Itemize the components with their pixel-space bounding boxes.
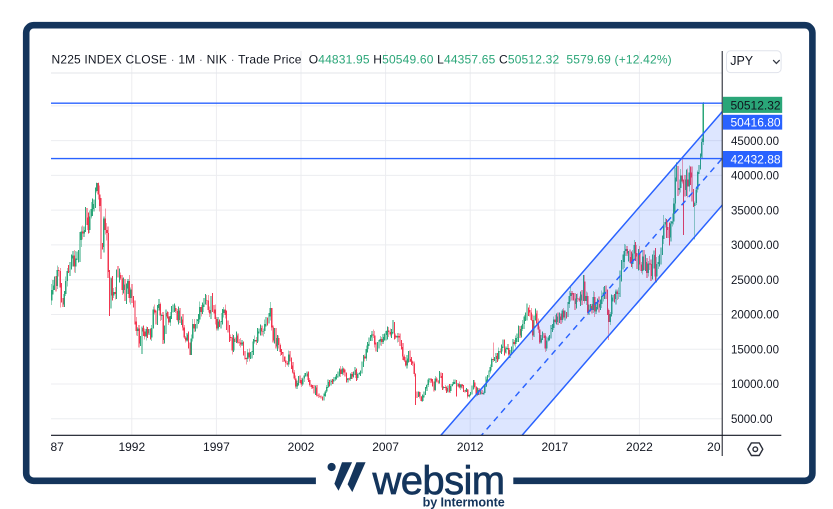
svg-text:20000.00: 20000.00	[731, 310, 779, 322]
svg-text:42432.88: 42432.88	[731, 153, 781, 167]
svg-text:N225 INDEX CLOSE · 1M · NIK ·: N225 INDEX CLOSE · 1M · NIK · Trade Pric…	[52, 52, 672, 66]
svg-text:websim: websim	[372, 459, 505, 503]
svg-text:40000.00: 40000.00	[731, 171, 779, 183]
svg-text:15000.00: 15000.00	[731, 344, 779, 356]
svg-text:2017: 2017	[541, 440, 568, 454]
svg-text:1997: 1997	[203, 440, 230, 454]
svg-text:20: 20	[707, 440, 721, 454]
svg-text:2002: 2002	[288, 440, 315, 454]
svg-text:1992: 1992	[118, 440, 145, 454]
svg-text:50512.32: 50512.32	[731, 98, 781, 112]
svg-text:JPY: JPY	[730, 54, 754, 68]
svg-text:by Intermonte: by Intermonte	[423, 495, 505, 509]
svg-text:2012: 2012	[457, 440, 484, 454]
svg-text:5000.00: 5000.00	[731, 414, 773, 426]
svg-text:2007: 2007	[372, 440, 399, 454]
svg-text:2022: 2022	[626, 440, 653, 454]
svg-text:30000.00: 30000.00	[731, 240, 779, 252]
svg-text:10000.00: 10000.00	[731, 379, 779, 391]
svg-text:35000.00: 35000.00	[731, 205, 779, 217]
svg-text:50416.80: 50416.80	[731, 116, 781, 130]
svg-text:25000.00: 25000.00	[731, 275, 779, 287]
svg-text:87: 87	[51, 440, 65, 454]
svg-text:45000.00: 45000.00	[731, 136, 779, 148]
